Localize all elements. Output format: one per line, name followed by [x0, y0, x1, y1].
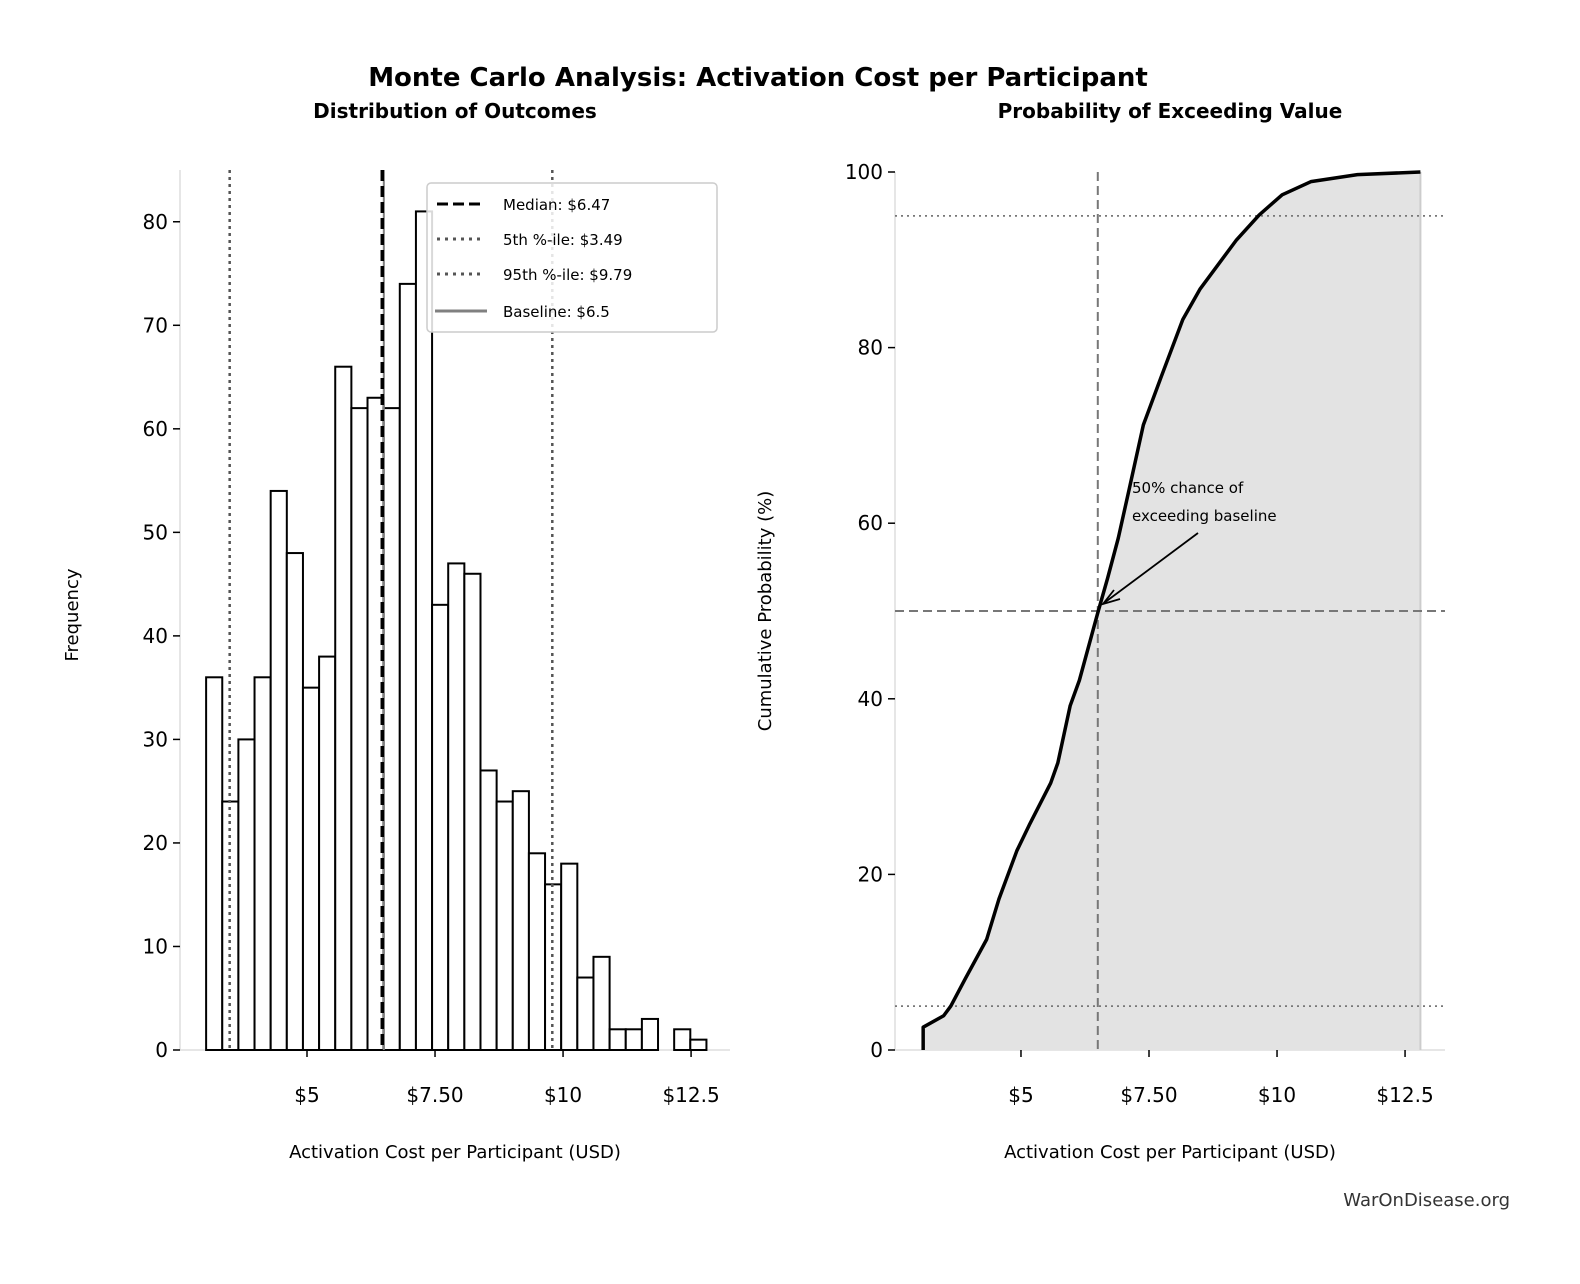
annotation-arrowhead-icon	[1100, 589, 1121, 606]
histogram-bar	[495, 800, 514, 1051]
hist-ytick-label: 60	[143, 417, 168, 441]
histogram-bar	[334, 365, 353, 1051]
right-subtitle: Probability of Exceeding Value	[998, 99, 1343, 123]
histogram-bar	[608, 1028, 627, 1051]
cdf-xtick-label: $10	[1258, 1083, 1296, 1107]
cdf-ytick-label: 80	[858, 336, 883, 360]
cdf-panel: 0 20 40 60 80 100 $5 $7.50 $10 $12.5	[845, 160, 1445, 1107]
cdf-ytick-label: 60	[858, 511, 883, 535]
hist-ytick-label: 40	[143, 624, 168, 648]
histogram-panel: 0 10 20 30 40 50 60 70 80 $5 $7.50 $10 $12.5	[143, 170, 730, 1107]
left-ylabel: Frequency	[62, 568, 83, 661]
annotation-line1: 50% chance of	[1132, 479, 1244, 497]
histogram-bar	[640, 1017, 660, 1051]
histogram-bar	[301, 686, 321, 1051]
histogram-bar	[269, 489, 288, 1051]
annotation-arrow	[1103, 532, 1199, 604]
legend-median-label: Median: $6.47	[503, 196, 610, 214]
histogram-bar	[673, 1028, 692, 1051]
left-xlabel: Activation Cost per Participant (USD)	[289, 1142, 621, 1163]
histogram-bar	[560, 862, 579, 1051]
cdf-xtick-label: $5	[1008, 1083, 1033, 1107]
histogram-bar	[205, 676, 224, 1051]
histogram-bar	[592, 955, 611, 1052]
cdf-ytick-label: 0	[870, 1038, 883, 1062]
hist-xtick-label: $5	[294, 1083, 319, 1107]
histogram-bar	[398, 282, 417, 1052]
hist-ytick-label: 30	[143, 727, 168, 751]
histogram-bar	[463, 572, 482, 1051]
legend-baseline-label: Baseline: $6.5	[503, 303, 610, 321]
histogram-bar	[511, 790, 530, 1051]
cdf-fill-area	[923, 172, 1421, 1050]
hist-ytick-label: 10	[143, 934, 168, 958]
histogram-bar	[414, 210, 434, 1052]
hist-xtick-label: $12.5	[662, 1083, 719, 1107]
hist-ytick-label: 50	[143, 520, 168, 544]
histogram-bar	[350, 407, 369, 1051]
histogram-bar	[431, 603, 450, 1052]
cdf-ytick-label: 20	[858, 862, 883, 886]
hist-ytick-label: 80	[143, 210, 168, 234]
right-xlabel: Activation Cost per Participant (USD)	[1004, 1142, 1336, 1163]
hist-ytick-label: 20	[143, 831, 168, 855]
annotation-line2: exceeding baseline	[1132, 507, 1277, 525]
hist-ytick-label: 70	[143, 313, 168, 337]
cdf-ytick-label: 100	[845, 160, 883, 184]
legend-p5-label: 5th %-ile: $3.49	[503, 231, 623, 249]
histogram-bar	[447, 562, 466, 1051]
hist-ytick-label: 0	[155, 1038, 168, 1062]
histogram-bar	[237, 738, 256, 1051]
right-ylabel: Cumulative Probability (%)	[755, 491, 776, 731]
histogram-bar	[576, 976, 595, 1052]
legend: Median: $6.47 5th %-ile: $3.49 95th %-il…	[426, 182, 718, 333]
histogram-bar	[253, 676, 272, 1051]
cdf-xtick-label: $12.5	[1376, 1083, 1433, 1107]
histogram-bar	[382, 407, 401, 1051]
hist-xtick-label: $10	[544, 1083, 582, 1107]
watermark: WarOnDisease.org	[1343, 1190, 1510, 1211]
cdf-line	[921, 170, 1421, 1050]
histogram-bar	[479, 769, 498, 1051]
legend-p95-label: 95th %-ile: $9.79	[503, 266, 632, 284]
annotation: 50% chance of exceeding baseline	[1100, 479, 1277, 606]
figure-title: Monte Carlo Analysis: Activation Cost pe…	[368, 63, 1148, 93]
histogram-bar	[527, 852, 547, 1052]
cdf-ytick-label: 40	[858, 687, 883, 711]
histogram-bar	[689, 1038, 708, 1052]
histogram-bar	[318, 655, 337, 1052]
left-subtitle: Distribution of Outcomes	[313, 99, 597, 123]
histogram-bar	[624, 1028, 643, 1051]
cdf-xtick-label: $7.50	[1120, 1083, 1177, 1107]
histogram-bar	[285, 552, 304, 1051]
legend-box	[426, 182, 718, 333]
hist-xtick-label: $7.50	[406, 1083, 463, 1107]
